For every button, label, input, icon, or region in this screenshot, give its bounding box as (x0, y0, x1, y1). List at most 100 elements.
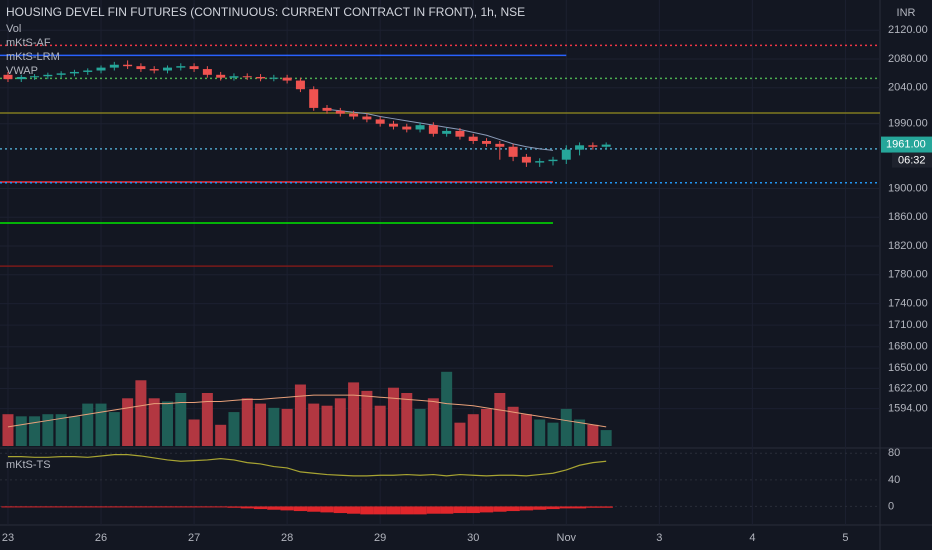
histogram-bar (333, 506, 348, 514)
countdown-tag (892, 152, 932, 168)
volume-bar (161, 401, 173, 446)
volume-bar (268, 407, 280, 446)
x-tick-label: 23 (2, 532, 14, 544)
volume-bar (534, 419, 546, 446)
histogram-bar (27, 506, 42, 508)
candle-body (548, 159, 558, 162)
histogram-bar (466, 506, 480, 514)
histogram-bar (147, 506, 161, 508)
candle-body (482, 140, 492, 144)
y-tick-label: 80 (888, 447, 900, 459)
histogram-bar (307, 506, 321, 512)
volume-bar (321, 405, 333, 446)
histogram-bar (599, 506, 613, 508)
volume-bar (507, 406, 519, 446)
price-tag (881, 136, 932, 153)
histogram-bar (386, 506, 401, 515)
histogram-bar (320, 506, 334, 513)
candle-body (149, 69, 159, 71)
volume-bar (241, 398, 253, 446)
volume-bar (15, 416, 27, 446)
legend-entry: mKtS-LRM (6, 51, 60, 63)
candle-body (216, 74, 226, 78)
candle-body (402, 126, 412, 130)
candle-body (189, 66, 199, 70)
volume-ma-line (7, 394, 607, 428)
histogram-bar (360, 506, 374, 515)
candle-body (96, 67, 106, 71)
volume-bar (255, 403, 267, 446)
candle-body (229, 76, 239, 78)
candle-body (56, 73, 66, 75)
histogram-bar (134, 506, 148, 508)
histogram-bar (559, 506, 573, 509)
histogram-bar (493, 506, 507, 512)
histogram-bar (214, 506, 228, 508)
candle-body (269, 77, 279, 79)
chart-title: HOUSING DEVEL FIN FUTURES (CONTINUOUS: C… (6, 5, 525, 19)
volume-bar (414, 408, 426, 446)
histogram-bar (41, 506, 55, 508)
candle-body (335, 110, 345, 114)
candle-body (601, 144, 611, 147)
candle-body (30, 76, 40, 78)
candle-body (561, 149, 571, 160)
candle-body (136, 66, 146, 70)
volume-bar (361, 390, 373, 446)
legend-entry: mKtS-AF (6, 37, 51, 49)
candle-body (588, 145, 598, 147)
histogram-bar (174, 506, 188, 508)
histogram-bar (267, 506, 281, 510)
volume-bar (215, 424, 227, 446)
candle-body (109, 64, 119, 68)
x-tick-label: 26 (95, 532, 107, 544)
candle-body (176, 66, 186, 68)
histogram-bar (572, 506, 587, 509)
histogram-bar (453, 506, 467, 514)
histogram-bar (400, 506, 414, 515)
histogram-bar (227, 506, 241, 508)
histogram-bar (586, 506, 600, 508)
candle-body (362, 116, 372, 120)
volume-bar (441, 371, 453, 446)
volume-bar (587, 424, 599, 446)
y-tick-label: 1820.00 (888, 240, 928, 252)
candle-body (375, 119, 385, 124)
volume-bar (308, 403, 320, 446)
plot (0, 44, 880, 515)
candle-body (508, 146, 518, 157)
histogram-bar (479, 506, 494, 513)
volume-bar (374, 405, 386, 446)
histogram-bar (440, 506, 454, 514)
histogram-bar (373, 506, 387, 515)
vwap-line (326, 108, 554, 151)
y-tick-label: 1900.00 (888, 182, 928, 194)
volume-bar (494, 393, 506, 446)
x-tick-label: 5 (842, 532, 848, 544)
candle-body (43, 74, 53, 77)
candle-body (442, 130, 452, 134)
histogram-bar (107, 506, 122, 508)
candle-body (295, 80, 305, 90)
countdown-label: 06:32 (898, 154, 926, 166)
candle-body (535, 161, 545, 163)
y-tick-label: 1622.00 (888, 382, 928, 394)
volume-bar (228, 412, 240, 446)
histogram-bar (506, 506, 520, 512)
volume-bar (68, 416, 80, 446)
candle-body (349, 113, 359, 117)
x-tick-label: 4 (749, 532, 755, 544)
volume-bar (294, 384, 306, 446)
volume-bar (55, 414, 67, 446)
volume-bar (42, 414, 54, 446)
volume-bar (135, 380, 147, 446)
histogram-bar (54, 506, 68, 508)
volume-bar (454, 422, 466, 446)
price-tag-label: 1961.00 (886, 138, 926, 150)
candle-body (242, 76, 252, 78)
x-tick-label: 3 (656, 532, 662, 544)
histogram-bar (413, 506, 427, 515)
volume-bar (481, 408, 493, 446)
y-tick-label: 1710.00 (888, 319, 928, 331)
volume-bar (560, 408, 572, 446)
